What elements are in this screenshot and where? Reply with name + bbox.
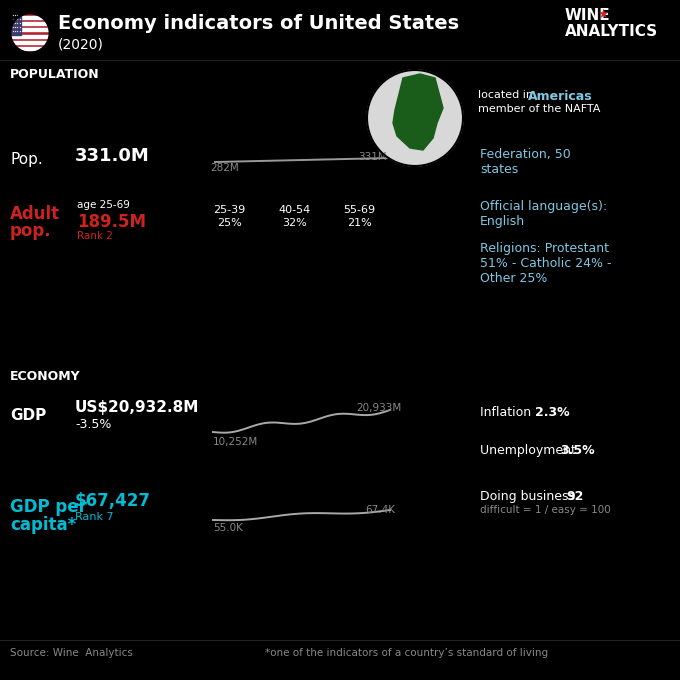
Text: Doing business: Doing business: [480, 490, 579, 503]
Text: Source: Wine  Analytics: Source: Wine Analytics: [10, 648, 133, 658]
Bar: [10, 16, 50, 19]
Text: 40-54: 40-54: [278, 205, 310, 215]
Text: WINE: WINE: [565, 8, 611, 23]
Text: Official language(s):
English: Official language(s): English: [480, 200, 607, 228]
Text: (2020): (2020): [58, 38, 104, 52]
Bar: [10, 41, 50, 44]
Text: difficult = 1 / easy = 100: difficult = 1 / easy = 100: [480, 505, 611, 515]
Text: age 25-69: age 25-69: [77, 200, 130, 210]
Text: -3.5%: -3.5%: [75, 418, 112, 431]
Text: 20,933M: 20,933M: [356, 403, 401, 413]
Text: Economy indicators of United States: Economy indicators of United States: [58, 14, 459, 33]
Text: 25-39: 25-39: [213, 205, 245, 215]
Text: 189.5M: 189.5M: [77, 213, 146, 231]
Bar: [10, 35, 50, 37]
Text: pop.: pop.: [10, 222, 52, 240]
Text: Unemployment: Unemployment: [480, 444, 580, 457]
Text: ANALYTICS: ANALYTICS: [565, 24, 658, 39]
Bar: [10, 47, 50, 50]
Text: Americas: Americas: [528, 90, 593, 103]
Text: 25%: 25%: [217, 218, 242, 228]
Circle shape: [367, 70, 463, 166]
Text: 55.0K: 55.0K: [213, 523, 243, 533]
Text: 282M: 282M: [210, 163, 239, 173]
Text: member of the NAFTA: member of the NAFTA: [478, 104, 600, 114]
Text: located in: located in: [478, 90, 537, 100]
Text: ECONOMY: ECONOMY: [10, 370, 81, 383]
Text: 32%: 32%: [282, 218, 307, 228]
Text: $67,427: $67,427: [75, 492, 151, 510]
Text: Pop.: Pop.: [10, 152, 43, 167]
Text: 55-69: 55-69: [343, 205, 375, 215]
Bar: [10, 22, 50, 25]
Text: *one of the indicators of a country’s standard of living: *one of the indicators of a country’s st…: [265, 648, 548, 658]
Polygon shape: [393, 74, 443, 150]
Text: Inflation: Inflation: [480, 406, 535, 419]
Text: 67.4K: 67.4K: [365, 505, 395, 515]
Text: Rank 2: Rank 2: [77, 231, 113, 241]
Text: Federation, 50
states: Federation, 50 states: [480, 148, 571, 176]
Text: Religions: Protestant
51% - Catholic 24% -
Other 25%: Religions: Protestant 51% - Catholic 24%…: [480, 242, 611, 285]
Text: GDP: GDP: [10, 408, 46, 423]
Text: Rank 7: Rank 7: [75, 512, 114, 522]
Text: Adult: Adult: [10, 205, 60, 223]
Bar: [10, 13, 21, 35]
Text: POPULATION: POPULATION: [10, 68, 100, 81]
Text: GDP per: GDP per: [10, 498, 87, 516]
Text: 21%: 21%: [347, 218, 372, 228]
Text: 331.0M: 331.0M: [75, 147, 150, 165]
Bar: [10, 29, 50, 31]
Circle shape: [10, 13, 50, 53]
Text: 3.5%: 3.5%: [560, 444, 594, 457]
Text: US$20,932.8M: US$20,932.8M: [75, 400, 199, 415]
Text: 10,252M: 10,252M: [213, 437, 258, 447]
Text: 92: 92: [566, 490, 583, 503]
Text: ★: ★: [597, 8, 608, 21]
Text: 331M: 331M: [358, 152, 387, 162]
Text: 2.3%: 2.3%: [535, 406, 570, 419]
Text: capita*: capita*: [10, 516, 76, 534]
